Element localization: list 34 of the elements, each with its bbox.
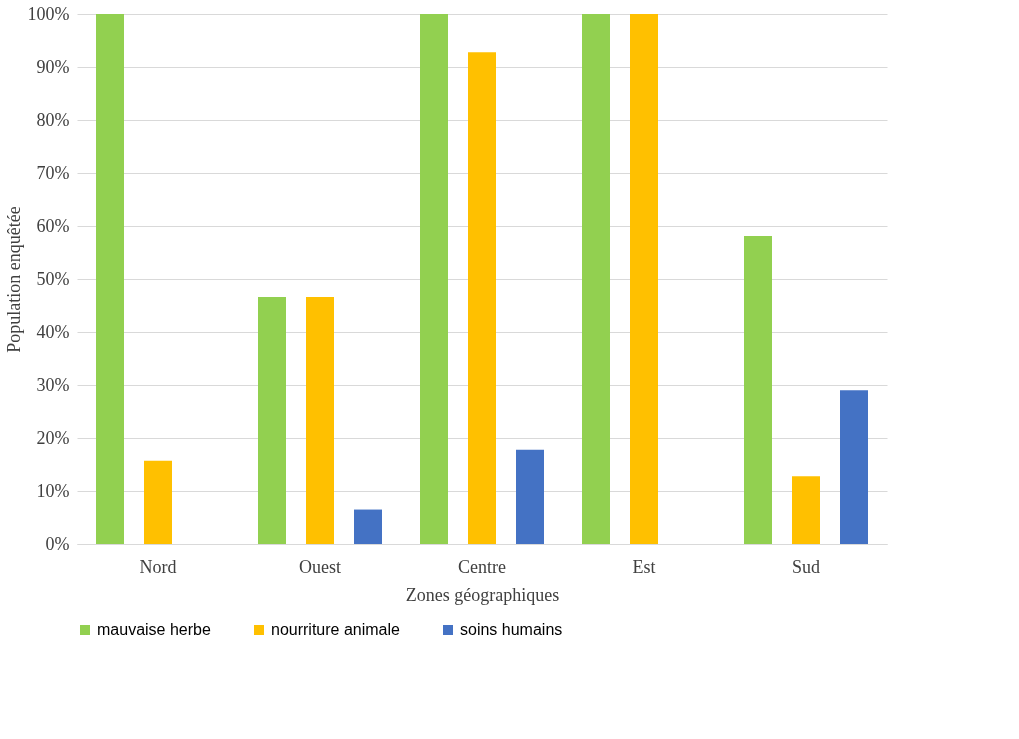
y-tick-label: 40% [36,321,70,342]
bar [840,390,868,544]
y-tick-label: 20% [36,427,70,448]
bar [582,14,610,544]
y-tick-label: 10% [36,480,70,501]
bar [792,476,820,544]
y-tick-label: 90% [36,56,70,77]
y-tick-label: 50% [36,268,70,289]
legend-label: soins humains [460,621,563,638]
bar [744,236,772,544]
bar [96,14,124,544]
x-tick-label: Ouest [299,556,341,577]
bar [420,14,448,544]
bar [306,297,334,544]
legend-label: nourriture animale [271,621,401,638]
y-tick-label: 70% [36,162,70,183]
bar [144,460,172,544]
x-tick-label: Est [632,556,656,577]
bar [468,52,496,544]
x-tick-label: Centre [458,556,506,577]
y-tick-label: 0% [45,533,70,554]
y-tick-label: 100% [27,3,70,24]
x-tick-label: Nord [139,556,177,577]
legend-label: mauvaise herbe [97,621,211,638]
y-tick-label: 80% [36,109,70,130]
x-tick-label: Sud [791,556,821,577]
bar [630,14,658,544]
y-tick-label: 30% [36,374,70,395]
y-axis-title: Population enquêtée [3,206,24,353]
x-axis-title: Zones géographiques [405,584,560,605]
y-tick-label: 60% [36,215,70,236]
bar [516,449,544,544]
bar [258,297,286,544]
bar [354,509,382,544]
